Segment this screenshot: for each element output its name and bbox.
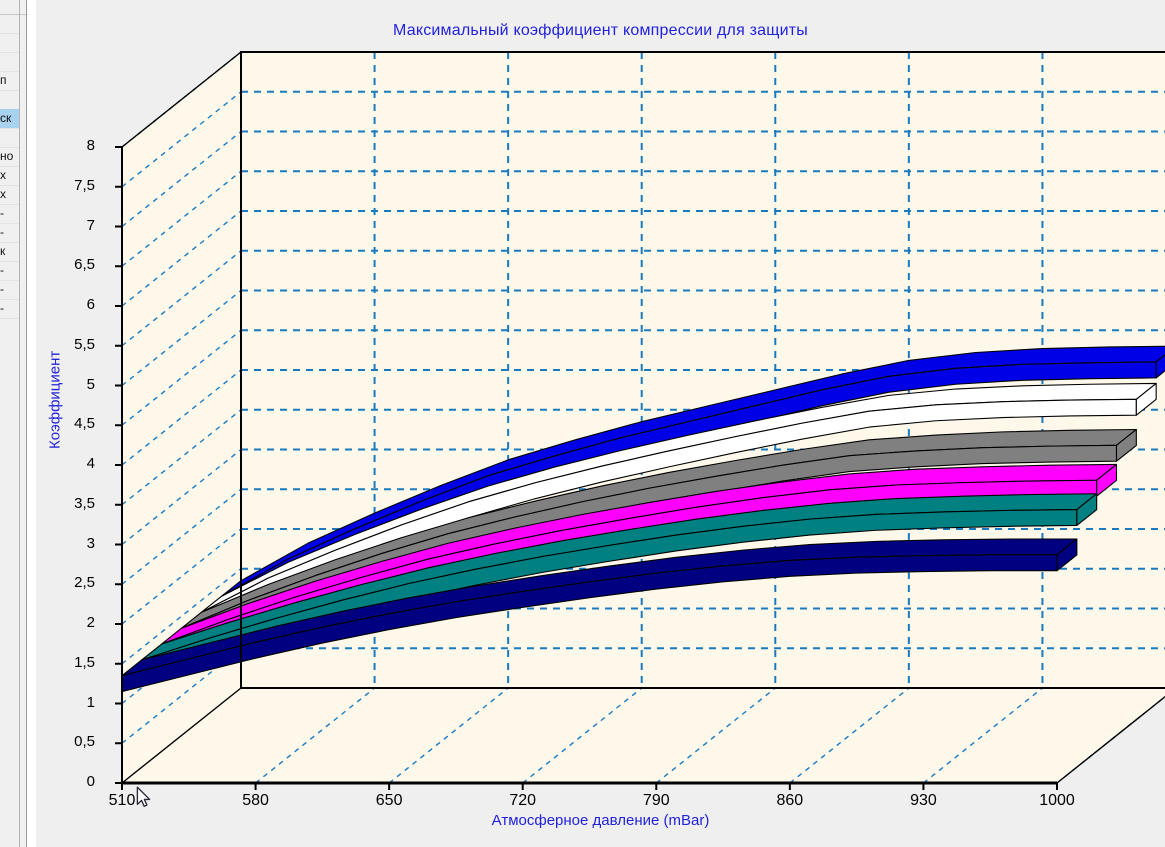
ribbon-end-cap <box>1076 493 1098 527</box>
chart-plot-area <box>115 51 1165 790</box>
x-tick-label: 650 <box>375 792 403 809</box>
background-list-item-selected[interactable]: ск <box>0 109 19 129</box>
axis-depth-right <box>1056 695 1165 784</box>
ribbon-end-cap <box>1155 354 1165 379</box>
y-tick-label: 4 <box>86 455 95 472</box>
y-tick-label: 8 <box>86 137 95 154</box>
background-list-item[interactable]: но <box>0 147 19 167</box>
back-wall-frame <box>240 51 1165 689</box>
background-list-item[interactable]: х <box>0 185 19 205</box>
background-list-item[interactable]: - <box>0 223 19 243</box>
background-list-item[interactable]: п <box>0 71 19 91</box>
y-tick-label: 0 <box>86 773 95 790</box>
y-tick-label: 6,5 <box>74 256 95 274</box>
background-list-item[interactable] <box>0 14 19 34</box>
y-tick-label: 2 <box>86 614 95 631</box>
background-list-item[interactable]: - <box>0 261 19 281</box>
x-tick-label: 720 <box>509 792 537 809</box>
background-list-item[interactable]: - <box>0 204 19 224</box>
ribbon-end-cap <box>1135 382 1157 416</box>
background-list-item[interactable] <box>0 128 19 148</box>
background-list-item[interactable]: х <box>0 166 19 186</box>
y-tick-label: 3 <box>86 534 95 552</box>
y-tick-label: 5,5 <box>74 335 95 353</box>
background-list-item[interactable]: - <box>0 280 19 300</box>
background-list-item[interactable] <box>0 33 19 53</box>
x-tick-label: 860 <box>776 792 804 809</box>
y-tick-label: 0,5 <box>74 733 95 751</box>
y-tick-label: 6 <box>86 296 95 313</box>
axis-depth-origin <box>121 687 242 784</box>
x-tick-label: 790 <box>642 792 670 809</box>
y-tick-label: 1 <box>86 693 95 711</box>
x-tick-label: 510 <box>108 792 136 809</box>
background-list-item[interactable] <box>0 90 19 110</box>
y-tick-label: 7 <box>86 216 95 234</box>
plot-floor <box>122 688 1165 783</box>
background-window-sliver: п ск но х х - - к - - - <box>0 0 27 847</box>
background-list-item[interactable]: к <box>0 242 19 262</box>
window-gap <box>27 0 36 847</box>
x-axis-label: Атмосферное давление (mBar) <box>491 812 710 829</box>
background-list-item[interactable] <box>0 52 19 72</box>
background-window-edge <box>19 0 20 847</box>
y-tick-label: 2,5 <box>74 574 95 592</box>
y-tick-label: 4,5 <box>74 415 95 433</box>
chart-title: Максимальный коэффициент компрессии для … <box>393 22 808 39</box>
ribbon-end-cap <box>1056 538 1078 572</box>
y-tick-label: 1,5 <box>74 653 95 671</box>
ribbon-end-cap <box>1115 428 1137 462</box>
background-list-item[interactable]: - <box>0 299 19 319</box>
chart-window: Максимальный коэффициент компрессии для … <box>36 0 1165 847</box>
ribbon-series-navy <box>121 538 1078 693</box>
x-tick-label: 1000 <box>1039 792 1075 809</box>
x-tick-label: 930 <box>910 792 937 809</box>
x-tick-label: 580 <box>242 792 269 809</box>
background-window-titlebar <box>0 0 26 15</box>
y-tick-label: 3,5 <box>74 494 95 512</box>
y-tick-label: 5 <box>86 375 95 393</box>
axis-depth-top <box>121 51 242 148</box>
y-tick-label: 7,5 <box>74 176 95 194</box>
